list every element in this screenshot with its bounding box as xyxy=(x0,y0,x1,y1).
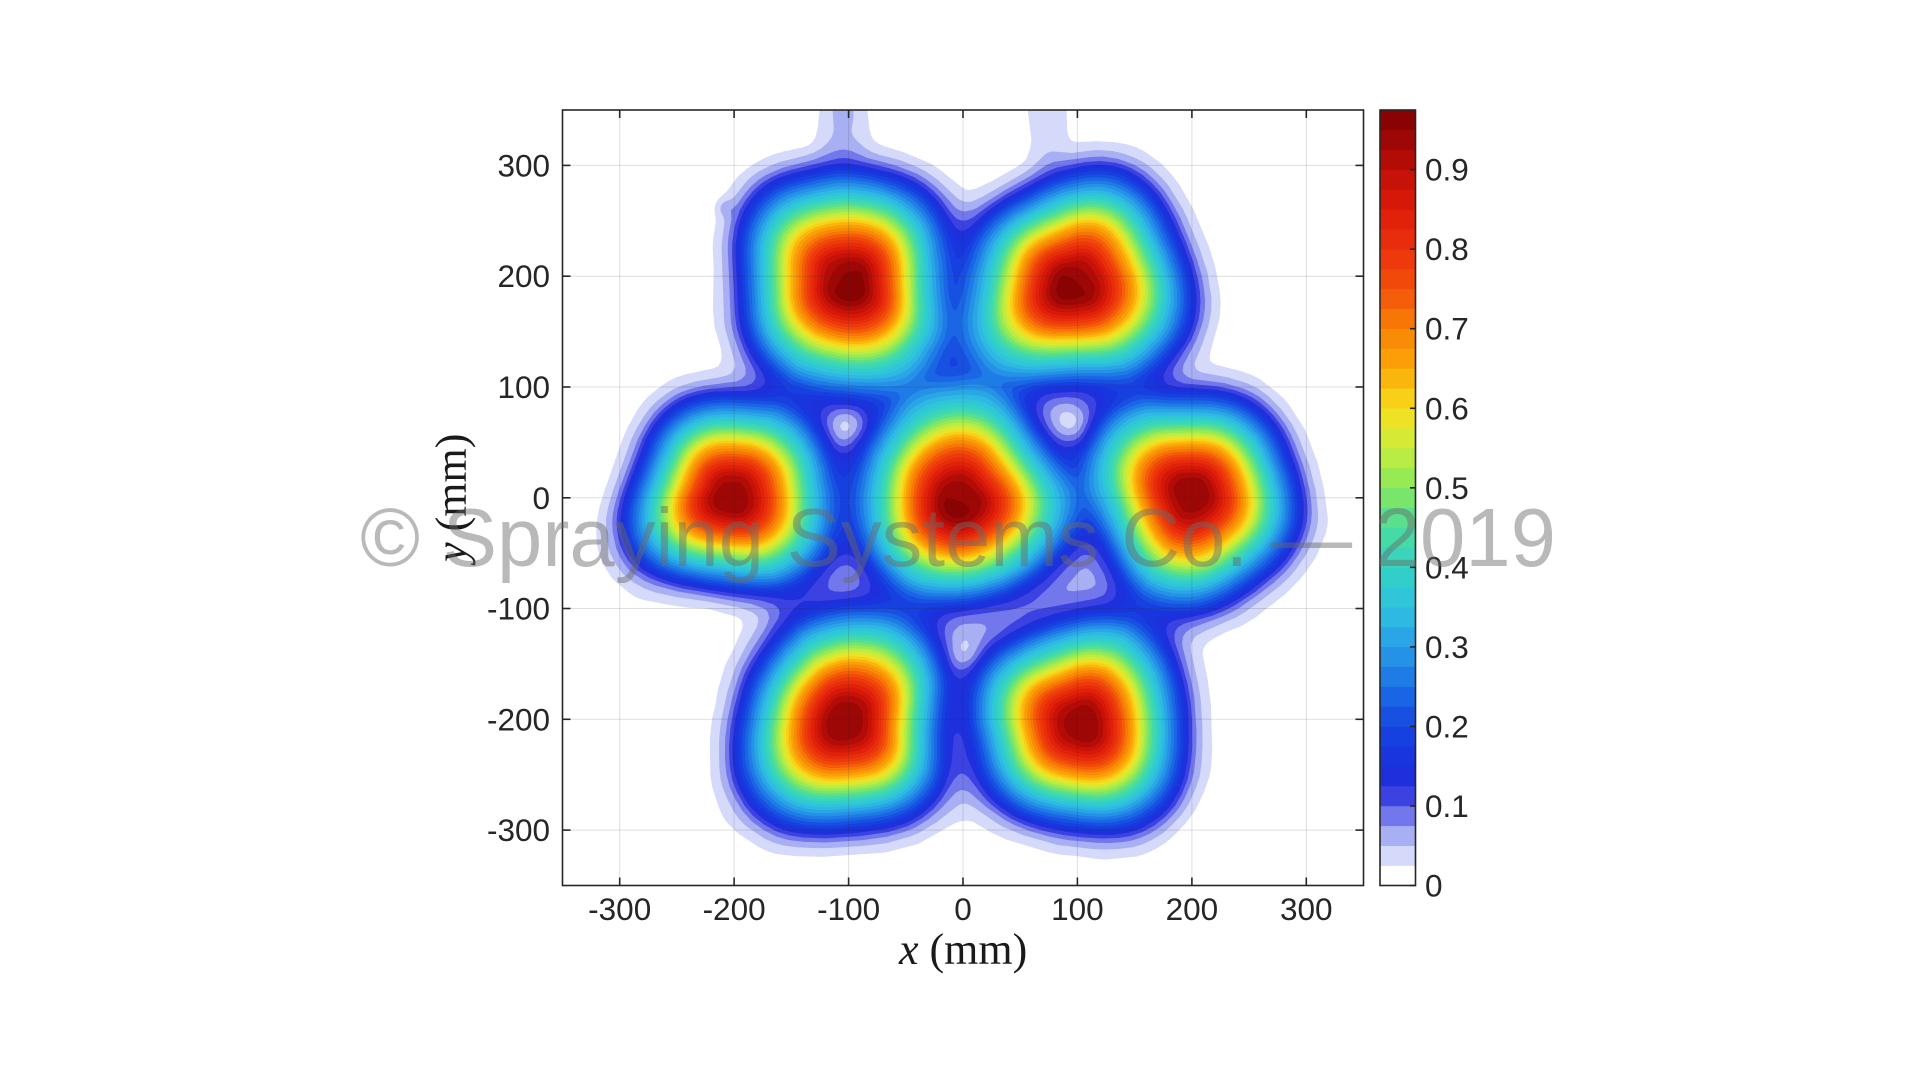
svg-text:© Spraying Systems Co. — 2019: © Spraying Systems Co. — 2019 xyxy=(360,492,1556,584)
svg-text:0: 0 xyxy=(532,480,550,516)
svg-text:-100: -100 xyxy=(817,891,880,927)
svg-text:0.1: 0.1 xyxy=(1425,788,1469,824)
svg-text:-200: -200 xyxy=(487,701,550,737)
svg-text:100: 100 xyxy=(497,369,550,405)
svg-text:0.2: 0.2 xyxy=(1425,708,1469,744)
svg-text:200: 200 xyxy=(497,258,550,294)
svg-text:-300: -300 xyxy=(487,812,550,848)
svg-text:0: 0 xyxy=(954,891,972,927)
svg-text:200: 200 xyxy=(1166,891,1219,927)
svg-text:x (mm): x (mm) xyxy=(898,925,1027,974)
svg-text:y (mm): y (mm) xyxy=(427,434,476,566)
svg-text:300: 300 xyxy=(1280,891,1333,927)
svg-text:0.9: 0.9 xyxy=(1425,152,1469,188)
svg-text:100: 100 xyxy=(1051,891,1104,927)
svg-text:0.8: 0.8 xyxy=(1425,231,1469,267)
svg-text:0.4: 0.4 xyxy=(1425,549,1469,585)
svg-text:-100: -100 xyxy=(487,591,550,627)
svg-text:-300: -300 xyxy=(588,891,651,927)
svg-text:300: 300 xyxy=(497,147,550,183)
svg-text:-200: -200 xyxy=(703,891,766,927)
svg-text:0.5: 0.5 xyxy=(1425,470,1469,506)
svg-text:0: 0 xyxy=(1425,868,1443,904)
svg-text:0.6: 0.6 xyxy=(1425,390,1469,426)
svg-text:0.7: 0.7 xyxy=(1425,311,1469,347)
svg-text:0.3: 0.3 xyxy=(1425,629,1469,665)
